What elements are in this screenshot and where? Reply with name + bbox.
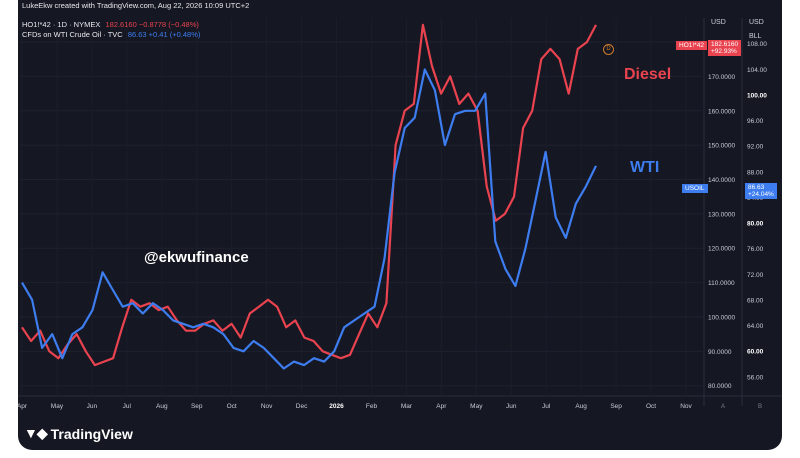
x-tick-label: Nov <box>261 403 273 410</box>
wti-legend-symbol: CFDs on WTI Crude Oil · TVC <box>22 30 123 39</box>
diesel-legend[interactable]: HO1!*42 · 1D · NYMEX 182.6160 −0.8778 (−… <box>22 20 199 29</box>
x-tick-label: Jun <box>506 403 517 410</box>
diesel-legend-symbol: HO1!*42 · 1D · NYMEX <box>22 20 101 29</box>
tradingview-logo[interactable]: ▼◆ TradingView <box>24 425 133 442</box>
x-tick-label: Nov <box>680 403 692 410</box>
x-tick-label: Dec <box>296 403 308 410</box>
right-tick-label: 56.00 <box>747 374 764 381</box>
right-tick-label: 108.00 <box>747 41 767 48</box>
axis-scale-button: B <box>758 404 762 410</box>
x-tick-label: 2026 <box>329 403 344 410</box>
right-tick-label: 64.00 <box>747 323 764 330</box>
x-tick-label: Aug <box>156 403 168 410</box>
diesel-legend-value: 182.6160 −0.8778 (−0.48%) <box>105 20 199 29</box>
dividend-marker[interactable]: D <box>603 44 614 55</box>
x-axis: Apr May Jun Jul Aug Sep Oct Nov Dec 2026 Feb Mar Apr… <box>18 403 762 410</box>
axis-scale-button: A <box>721 404 725 410</box>
diesel-label: Diesel <box>624 66 672 83</box>
right-axis: 108.00104.00100.0096.0092.0088.0084.0080… <box>747 41 767 381</box>
x-tick-label: Oct <box>646 403 656 410</box>
x-tick-label: Jul <box>123 403 132 410</box>
left-tick-label: 120.0000 <box>708 246 735 253</box>
tradingview-logo-icon: ▼◆ <box>24 425 48 441</box>
wti-legend-value: 86.63 +0.41 (+0.48%) <box>127 30 201 39</box>
wti-price-tag: 86.63 +24.04% <box>745 183 777 199</box>
x-tick-label: Mar <box>401 403 413 410</box>
left-tick-label: 140.0000 <box>708 177 735 184</box>
x-tick-label: Jun <box>87 403 98 410</box>
right-tick-label: 72.00 <box>747 272 764 279</box>
diesel-line <box>21 23 597 367</box>
right-tick-label: 88.00 <box>747 169 764 176</box>
x-tick-label: Apr <box>18 403 28 410</box>
x-tick-label: Apr <box>436 403 447 410</box>
right-tick-label: 68.00 <box>747 297 764 304</box>
right-tick-label: 104.00 <box>747 67 767 74</box>
right-tick-label: 60.00 <box>747 349 764 356</box>
right-tick-label: 96.00 <box>747 118 764 125</box>
right-tick-label: 100.00 <box>747 92 767 99</box>
diesel-price-tag-change: +92.93% <box>711 48 737 55</box>
x-tick-label: Sep <box>610 403 622 410</box>
left-tick-label: 160.0000 <box>708 108 735 115</box>
left-axis: 180.0000170.0000160.0000150.0000140.0000… <box>708 40 735 391</box>
wti-price-tag-value: 86.63 <box>748 184 765 191</box>
wti-legend[interactable]: CFDs on WTI Crude Oil · TVC 86.63 +0.41 … <box>22 30 200 39</box>
chart-frame: 180.0000170.0000160.0000150.0000140.0000… <box>18 0 782 450</box>
left-tick-label: 170.0000 <box>708 74 735 81</box>
x-tick-label: Jul <box>542 403 551 410</box>
left-tick-label: 80.0000 <box>708 383 732 390</box>
price-chart[interactable]: 180.0000170.0000160.0000150.0000140.0000… <box>18 0 782 450</box>
series-lines <box>21 23 597 370</box>
left-tick-label: 100.0000 <box>708 314 735 321</box>
right-currency[interactable]: USD <box>749 19 764 26</box>
wti-symbol-tag: USOIL <box>682 184 708 193</box>
tradingview-brand: TradingView <box>50 425 133 442</box>
x-tick-label: Sep <box>191 403 203 410</box>
wti-label: WTI <box>630 159 660 176</box>
x-tick-label: May <box>470 403 483 410</box>
diesel-symbol-tag: HO1!*42 <box>676 41 707 50</box>
x-tick-label: Feb <box>366 403 378 410</box>
right-unit[interactable]: BLL <box>749 33 762 40</box>
wti-line <box>21 68 597 370</box>
left-tick-label: 150.0000 <box>708 143 735 150</box>
x-tick-label: Aug <box>575 403 587 410</box>
diesel-price-tag-value: 182.6160 <box>711 41 739 48</box>
diesel-price-tag: 182.6160 +92.93% <box>708 40 742 56</box>
left-tick-label: 90.0000 <box>708 349 732 356</box>
left-currency[interactable]: USD <box>711 19 726 26</box>
watermark-handle: @ekwufinance <box>144 249 249 266</box>
right-tick-label: 76.00 <box>747 246 764 253</box>
x-tick-label: May <box>51 403 64 410</box>
x-tick-label: Oct <box>227 403 237 410</box>
wti-price-tag-change: +24.04% <box>748 191 774 198</box>
left-tick-label: 130.0000 <box>708 211 735 218</box>
right-tick-label: 80.00 <box>747 221 764 228</box>
left-tick-label: 110.0000 <box>708 280 735 287</box>
right-tick-label: 92.00 <box>747 144 764 151</box>
chart-credit: LukeEkw created with TradingView.com, Au… <box>22 1 250 10</box>
